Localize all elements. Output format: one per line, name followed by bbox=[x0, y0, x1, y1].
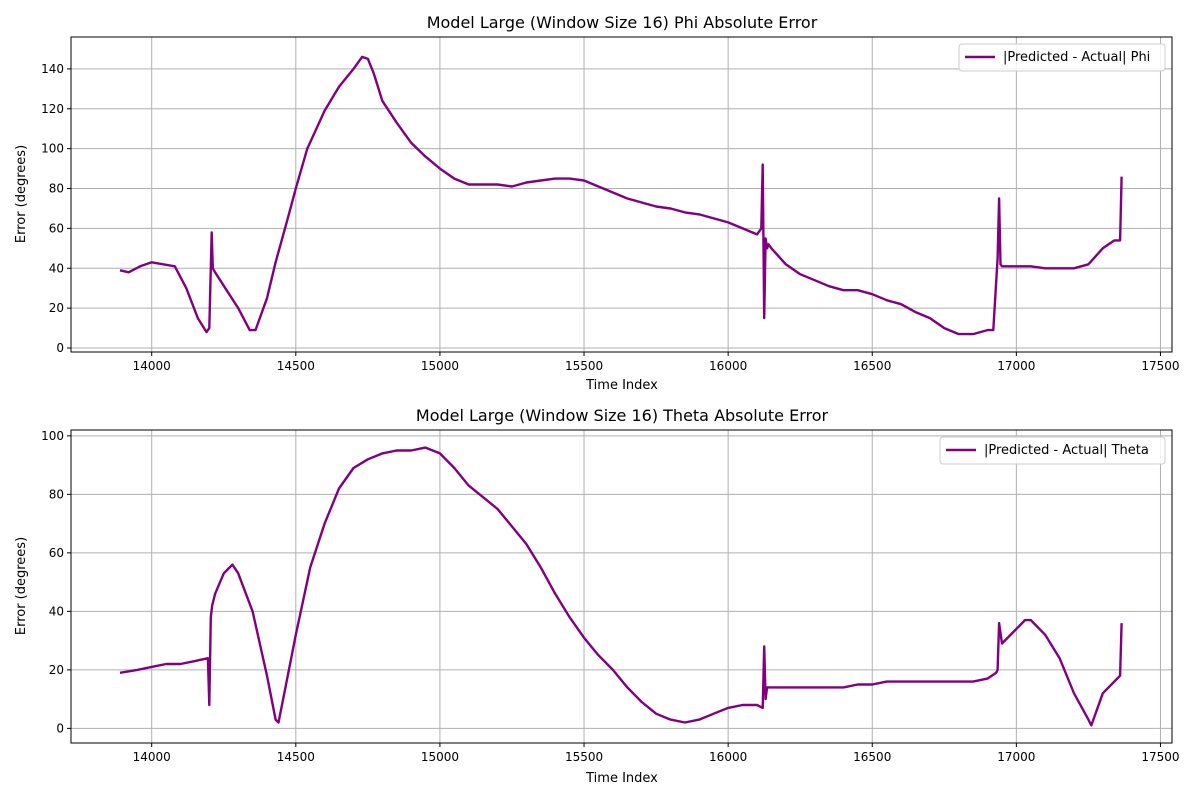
theta-x-tick-label: 17500 bbox=[1141, 750, 1179, 764]
theta-legend: |Predicted - Actual| Theta bbox=[939, 436, 1166, 465]
phi-y-tick-label: 40 bbox=[49, 261, 64, 275]
theta-x-ticks: 14000 14500 15000 15500 16000 16500 17000 17500 bbox=[133, 743, 1180, 764]
theta-subplot: Model Large (Window Size 16) Theta Absol… bbox=[14, 406, 1180, 786]
phi-subplot: Model Large (Window Size 16) Phi Absolut… bbox=[14, 13, 1180, 393]
phi-x-tick-label: 14000 bbox=[133, 359, 171, 373]
phi-legend: |Predicted - Actual| Phi bbox=[958, 43, 1166, 72]
phi-y-tick-label: 120 bbox=[41, 102, 64, 116]
theta-y-tick-label: 40 bbox=[49, 604, 64, 618]
phi-x-tick-label: 14500 bbox=[277, 359, 315, 373]
theta-x-tick-label: 16500 bbox=[853, 750, 891, 764]
phi-x-tick-label: 15000 bbox=[421, 359, 459, 373]
theta-legend-box bbox=[939, 436, 1166, 465]
theta-x-tick-label: 14500 bbox=[277, 750, 315, 764]
phi-x-tick-label: 17500 bbox=[1141, 359, 1179, 373]
phi-y-tick-label: 20 bbox=[49, 301, 64, 315]
theta-y-ticks: 0 20 40 60 80 100 bbox=[41, 429, 71, 735]
phi-y-axis-label: Error (degrees) bbox=[14, 145, 29, 243]
theta-y-tick-label: 0 bbox=[56, 721, 64, 735]
phi-y-tick-label: 100 bbox=[41, 142, 64, 156]
phi-y-tick-label: 60 bbox=[49, 221, 64, 235]
phi-series-layer bbox=[119, 55, 1123, 336]
theta-x-tick-label: 14000 bbox=[133, 750, 171, 764]
theta-y-tick-label: 20 bbox=[49, 663, 64, 677]
phi-y-tick-label: 0 bbox=[56, 341, 64, 355]
phi-y-tick-label: 140 bbox=[41, 62, 64, 76]
theta-error-line bbox=[119, 446, 1123, 727]
theta-y-tick-label: 60 bbox=[49, 546, 64, 560]
theta-x-axis-label: Time Index bbox=[585, 771, 658, 786]
theta-grid bbox=[71, 430, 1172, 743]
phi-y-tick-label: 80 bbox=[49, 182, 64, 196]
phi-y-ticks: 0 20 40 60 80 100 120 140 bbox=[41, 62, 71, 355]
theta-x-tick-label: 15000 bbox=[421, 750, 459, 764]
phi-chart-title: Model Large (Window Size 16) Phi Absolut… bbox=[427, 13, 818, 32]
phi-legend-label: |Predicted - Actual| Phi bbox=[1003, 50, 1150, 65]
theta-x-tick-label: 16000 bbox=[709, 750, 747, 764]
theta-plot-frame bbox=[70, 429, 1173, 744]
phi-x-ticks: 14000 14500 15000 15500 16000 16500 17000 17500 bbox=[133, 352, 1180, 373]
theta-chart-title: Model Large (Window Size 16) Theta Absol… bbox=[416, 406, 829, 425]
phi-x-tick-label: 17000 bbox=[997, 359, 1035, 373]
phi-x-tick-label: 16500 bbox=[853, 359, 891, 373]
phi-legend-box bbox=[958, 43, 1166, 72]
theta-y-tick-label: 100 bbox=[41, 429, 64, 443]
theta-y-tick-label: 80 bbox=[49, 487, 64, 501]
phi-x-tick-label: 15500 bbox=[565, 359, 603, 373]
phi-x-axis-label: Time Index bbox=[585, 378, 658, 393]
phi-error-line bbox=[119, 55, 1123, 336]
phi-grid bbox=[71, 37, 1172, 352]
theta-x-tick-label: 17000 bbox=[997, 750, 1035, 764]
theta-y-axis-label: Error (degrees) bbox=[14, 537, 29, 635]
theta-series-layer bbox=[119, 446, 1123, 727]
phi-plot-frame bbox=[70, 36, 1173, 353]
theta-legend-label: |Predicted - Actual| Theta bbox=[984, 443, 1149, 458]
theta-x-tick-label: 15500 bbox=[565, 750, 603, 764]
phi-x-tick-label: 16000 bbox=[709, 359, 747, 373]
